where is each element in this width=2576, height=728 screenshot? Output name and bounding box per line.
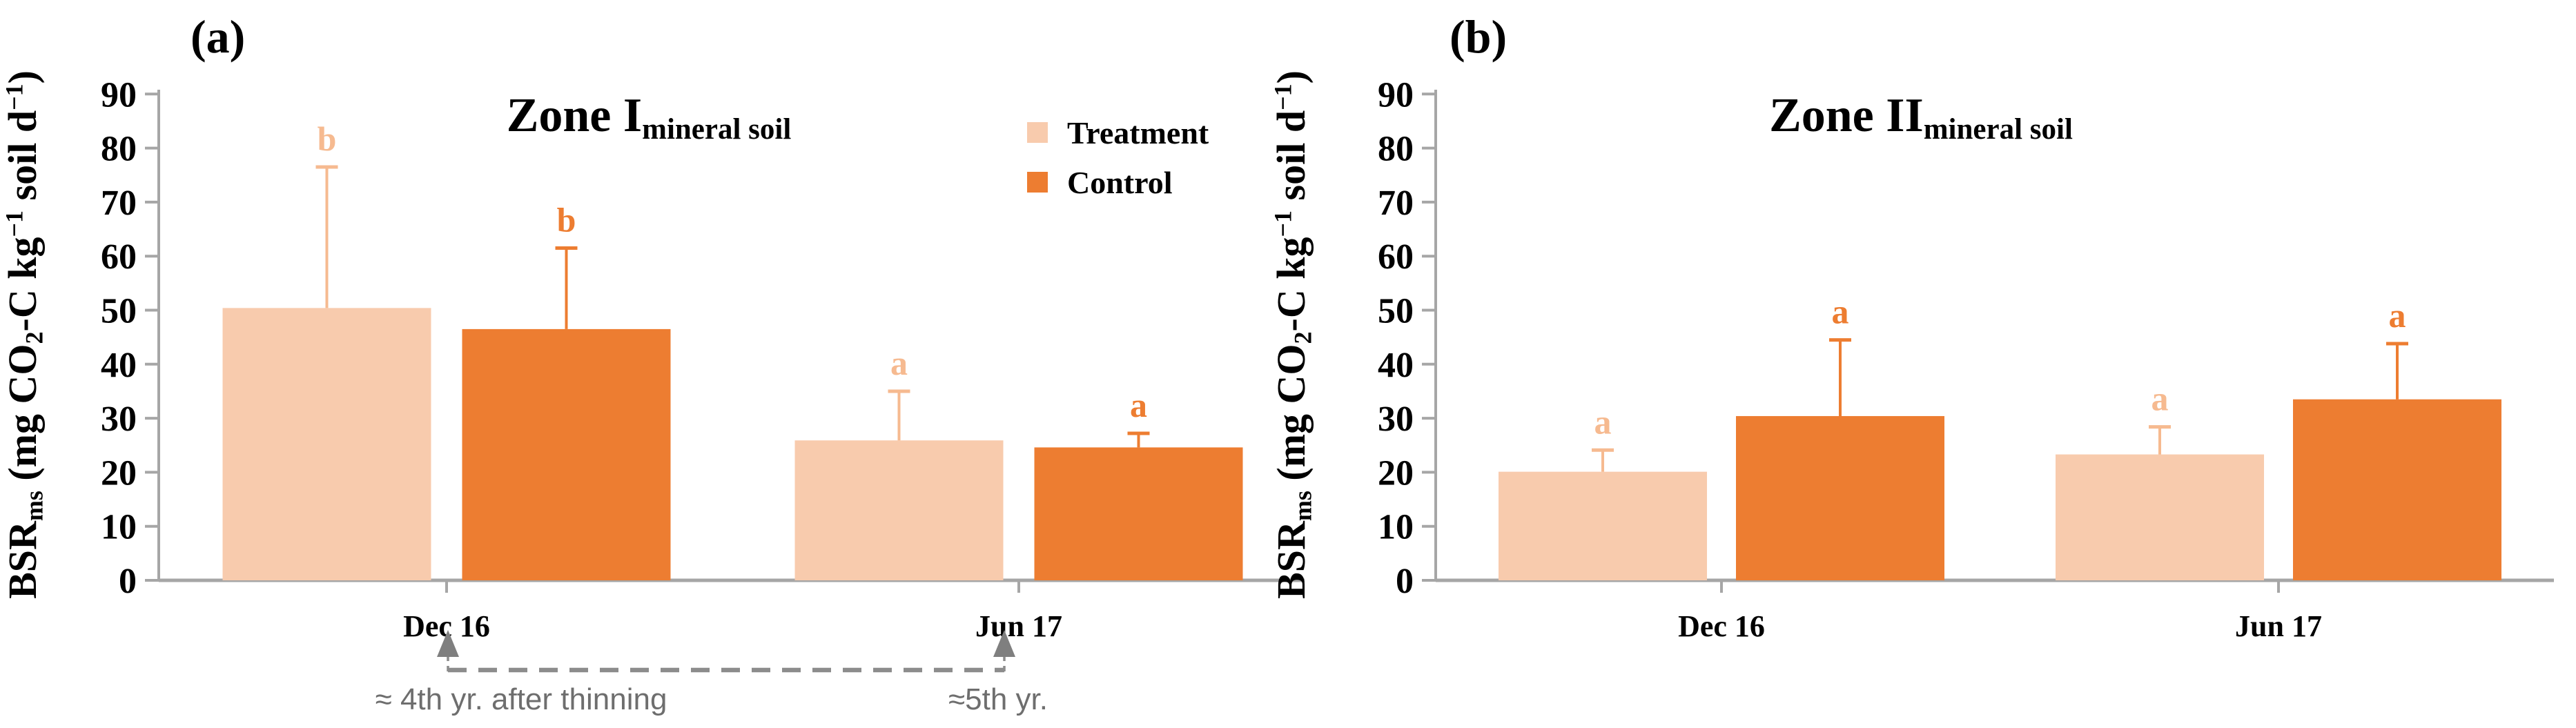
panel-b-y-tick-label-10: 10 [1378, 508, 1414, 547]
panel-a-y-tick-label-90: 90 [101, 75, 137, 115]
panel-b-tag: (b) [1450, 10, 1507, 63]
panel-a-annotation-arrow-left-icon [437, 630, 459, 657]
panel-a-y-tick-label-50: 50 [101, 292, 137, 331]
panel-a-sig-letter-treatment-dec-16: b [318, 119, 337, 158]
panel-a-y-tick-label-20: 20 [101, 453, 137, 493]
panel-b-bar-control-jun-17 [2293, 399, 2501, 580]
panel-a-y-tick-label-80: 80 [101, 130, 137, 169]
panel-b-y-tick-label-90: 90 [1378, 75, 1414, 115]
panel-b-sig-letter-control-dec-16: a [1832, 293, 1849, 331]
panel-a-legend-label-control: Control [1067, 165, 1173, 200]
panel-b-chart-title: Zone IImineral soil [1769, 89, 2073, 146]
panel-a-bar-control-dec-16 [462, 328, 671, 580]
panel-a-x-tick-label-jun-17: Jun 17 [975, 609, 1062, 643]
panel-b: 0 10 20 30 40 50 60 70 80 90 Dec 16 Jun 17 a a a a Zone … [1269, 70, 2554, 643]
panel-b-x-tick-label-dec-16: Dec 16 [1678, 609, 1765, 643]
panel-b-y-tick-label-80: 80 [1378, 130, 1414, 169]
panel-b-y-tick-label-40: 40 [1378, 346, 1414, 385]
panel-b-y-tick-label-20: 20 [1378, 453, 1414, 493]
panel-a-y-tick-label-30: 30 [101, 400, 137, 439]
panel-a-legend-label-treatment: Treatment [1067, 115, 1209, 150]
panel-b-bar-control-dec-16 [1736, 415, 1944, 580]
panel-a-annotation: ≈ 4th yr. after thinning ≈5th yr. [375, 630, 1048, 716]
panel-a-bar-treatment-dec-16 [222, 308, 431, 580]
panel-a-legend: Treatment Control [1027, 115, 1209, 200]
panel-a-y-tick-label-0: 0 [119, 562, 137, 601]
panel-a-legend-swatch-treatment [1027, 122, 1048, 143]
panel-a-y-tick-label-40: 40 [101, 346, 137, 385]
panel-b-y-tick-label-70: 70 [1378, 184, 1414, 223]
panel-a-sig-letter-control-dec-16: b [557, 200, 576, 239]
panel-b-y-tick-label-50: 50 [1378, 292, 1414, 331]
panel-a-y-tick-label-60: 60 [101, 237, 137, 277]
panel-a-sig-letter-control-jun-17: a [1130, 386, 1147, 424]
panel-a-sig-letter-treatment-jun-17: a [890, 344, 908, 382]
panel-a-annotation-label-right: ≈5th yr. [948, 682, 1048, 716]
panel-b-y-tick-label-60: 60 [1378, 237, 1414, 277]
panel-a-y-tick-label-10: 10 [101, 508, 137, 547]
panel-a-chart-title: Zone Imineral soil [507, 89, 792, 146]
panel-b-y-axis-title: BSRms (mg CO2-C kg−1 soil d−1) [1269, 70, 1316, 599]
panel-a-bar-control-jun-17 [1034, 447, 1243, 580]
panel-a-tag: (a) [191, 10, 246, 63]
panel-a-y-tick-label-70: 70 [101, 184, 137, 223]
panel-b-bar-treatment-jun-17 [2056, 454, 2264, 580]
panel-a-legend-swatch-control [1027, 172, 1048, 193]
panel-b-y-tick-label-0: 0 [1396, 562, 1414, 601]
panel-a-bar-treatment-jun-17 [794, 440, 1004, 580]
panel-a-annotation-label-left: ≈ 4th yr. after thinning [375, 682, 667, 716]
panel-a-y-axis-title: BSRms (mg CO2-C kg−1 soil d−1) [0, 70, 48, 599]
panel-b-x-tick-label-jun-17: Jun 17 [2235, 609, 2322, 643]
panel-a-annotation-arrow-right-icon [993, 630, 1015, 657]
panel-b-sig-letter-treatment-jun-17: a [2151, 380, 2169, 418]
panel-b-y-tick-label-30: 30 [1378, 400, 1414, 439]
panel-b-sig-letter-treatment-dec-16: a [1594, 402, 1612, 441]
panel-b-sig-letter-control-jun-17: a [2389, 296, 2406, 335]
panel-b-bar-treatment-dec-16 [1499, 471, 1707, 580]
